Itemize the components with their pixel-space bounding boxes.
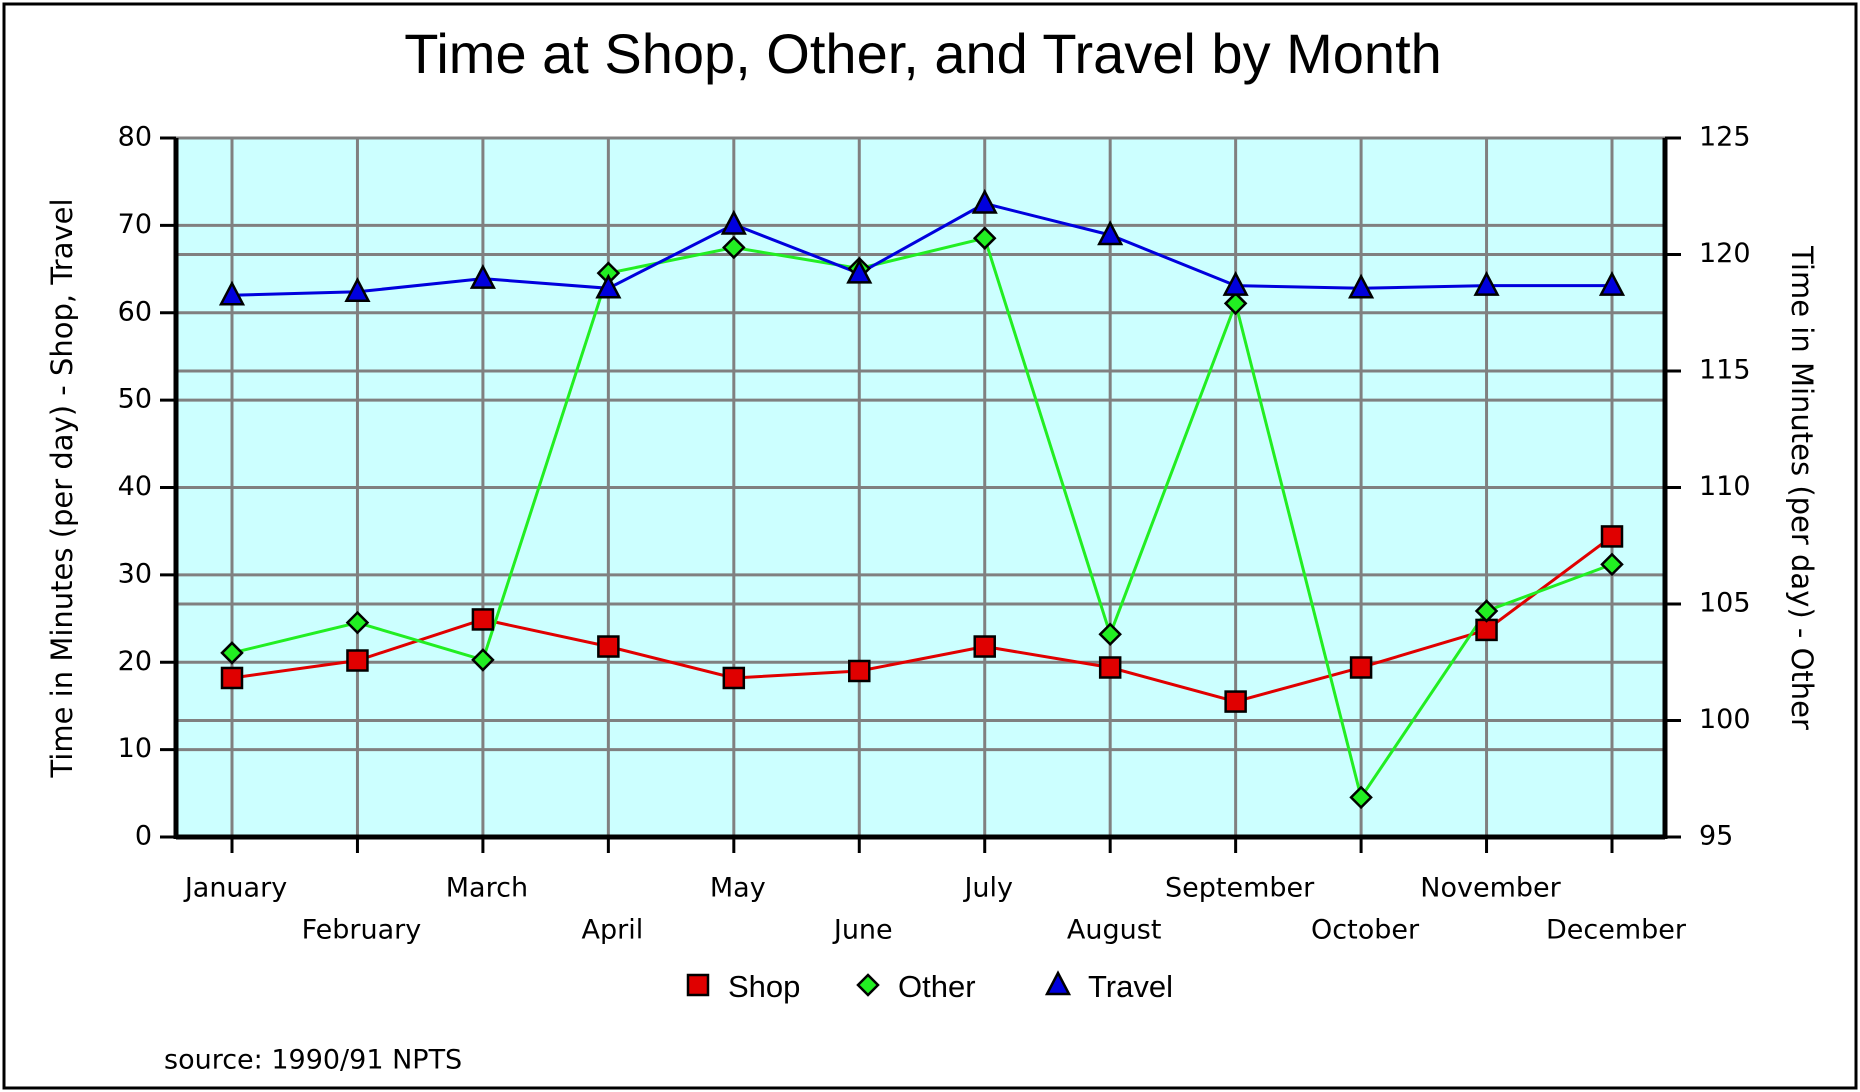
y-axis-title: Time in Minutes (per day) - Shop, Travel [45,198,79,778]
x-tick-label: October [1311,915,1420,946]
data-point [720,209,747,235]
series-line [231,236,1613,802]
data-point [220,666,244,690]
data-point [1348,273,1375,299]
data-point [597,635,620,658]
data-point [1349,656,1373,679]
data-point [1473,270,1500,296]
y-tick-label: 30 [118,558,152,589]
data-point [345,610,370,635]
data-point [469,263,496,289]
x-tick-label: December [1546,915,1687,946]
legend-label: Other [898,969,976,1004]
x-tick-label: November [1420,873,1561,904]
y-tick-label: 20 [118,646,152,677]
y2-tick-label: 115 [1699,355,1751,386]
data-point [220,641,244,665]
x-tick-label: January [183,873,287,904]
y-tick-label: 80 [118,122,152,153]
data-point [848,659,871,683]
y2-tick-label: 100 [1699,704,1751,735]
data-point [471,648,495,672]
y2-tick-label: 105 [1699,588,1751,619]
data-point [971,188,998,214]
y-tick-label: 50 [118,384,152,415]
x-tick-label: September [1165,873,1315,904]
data-point [1475,618,1498,642]
y-tick-label: 10 [118,733,152,764]
x-tick-label: March [446,873,528,904]
y2-tick-label: 95 [1699,821,1733,852]
data-point [218,280,246,306]
legend-marker [686,973,710,997]
legend-marker [1044,970,1072,996]
legend-marker [856,973,880,997]
y2-tick-label: 125 [1699,122,1751,153]
y-tick-label: 70 [118,209,152,240]
y-tick-label: 60 [118,296,152,327]
chart-title: Time at Shop, Other, and Travel by Month [404,22,1442,85]
x-tick-label: May [710,873,766,904]
series-line [231,535,1613,704]
x-tick-label: July [962,873,1013,904]
data-point [973,635,996,658]
x-tick-label: August [1067,915,1162,946]
data-point [1098,656,1122,679]
y-tick-label: 0 [135,821,152,852]
data-point [972,226,997,250]
data-point [344,277,371,303]
data-point [1600,552,1624,577]
x-tick-label: April [582,915,644,946]
y2-tick-label: 120 [1699,238,1751,269]
y2-axis-title: Time in Minutes (per day) - Other [1785,245,1819,730]
data-point [1598,270,1626,296]
data-point [471,608,495,631]
data-point [1098,622,1122,647]
series-line [231,201,1612,297]
source-note: source: 1990/91 NPTS [164,1045,462,1076]
x-tick-label: February [302,915,422,946]
data-point [1097,220,1124,246]
data-point [722,666,746,690]
data-point [1223,291,1248,316]
data-point [346,649,369,672]
data-point [595,273,622,299]
x-tick-label: June [832,915,893,946]
y2-tick-label: 110 [1699,471,1751,502]
data-point [1474,599,1499,623]
data-point [1224,690,1247,713]
legend-label: Travel [1088,969,1173,1004]
legend-label: Shop [728,969,800,1004]
data-point [1349,785,1373,810]
data-point [846,258,873,284]
data-point [722,235,746,260]
y-tick-label: 40 [118,471,152,502]
data-point [1222,270,1249,296]
data-point [1600,525,1624,548]
